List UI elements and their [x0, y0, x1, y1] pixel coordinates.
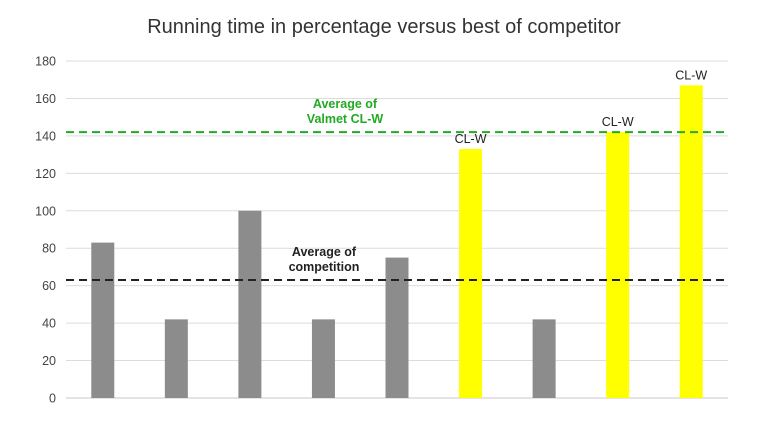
reference-line-label: Valmet CL-W: [307, 112, 384, 126]
bar: [238, 210, 262, 398]
bars: [91, 85, 703, 398]
y-tick-label: 80: [42, 242, 56, 256]
y-tick-label: 120: [35, 167, 56, 181]
reference-line-label: Average of: [292, 245, 357, 259]
bar: [311, 319, 335, 398]
bar: [385, 257, 409, 398]
bar: [459, 148, 483, 398]
y-tick-label: 140: [35, 129, 56, 143]
bar-label: CL-W: [602, 115, 634, 129]
bar-label: CL-W: [675, 68, 707, 82]
y-tick-label: 0: [49, 392, 56, 406]
y-tick-label: 60: [42, 279, 56, 293]
bar: [679, 85, 703, 398]
y-tick-label: 160: [35, 92, 56, 106]
bar: [164, 319, 188, 398]
bar-labels: CL-W CL-W CL-W: [455, 68, 708, 146]
y-tick-label: 180: [35, 55, 56, 69]
y-tick-label: 40: [42, 317, 56, 331]
bar: [532, 319, 556, 398]
chart-title: Running time in percentage versus best o…: [147, 16, 621, 38]
bar: [91, 242, 115, 398]
bar-label: CL-W: [455, 132, 487, 146]
y-tick-label: 100: [35, 204, 56, 218]
reference-line-label: Average of: [313, 97, 378, 111]
bar: [606, 132, 630, 398]
reference-line-label: competition: [289, 260, 360, 274]
y-tick-label: 20: [42, 354, 56, 368]
y-axis-tick-labels: 0 20 40 60 80 100 120 140 160 180: [35, 55, 56, 406]
